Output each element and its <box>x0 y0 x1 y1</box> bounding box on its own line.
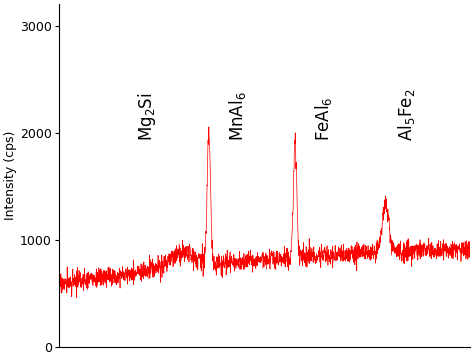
Text: MnAl$_6$: MnAl$_6$ <box>227 92 248 141</box>
Y-axis label: Intensity (cps): Intensity (cps) <box>4 131 17 220</box>
Text: Al$_5$Fe$_2$: Al$_5$Fe$_2$ <box>396 89 417 141</box>
Text: FeAl$_6$: FeAl$_6$ <box>313 97 334 141</box>
Text: Mg$_2$Si: Mg$_2$Si <box>136 93 158 141</box>
